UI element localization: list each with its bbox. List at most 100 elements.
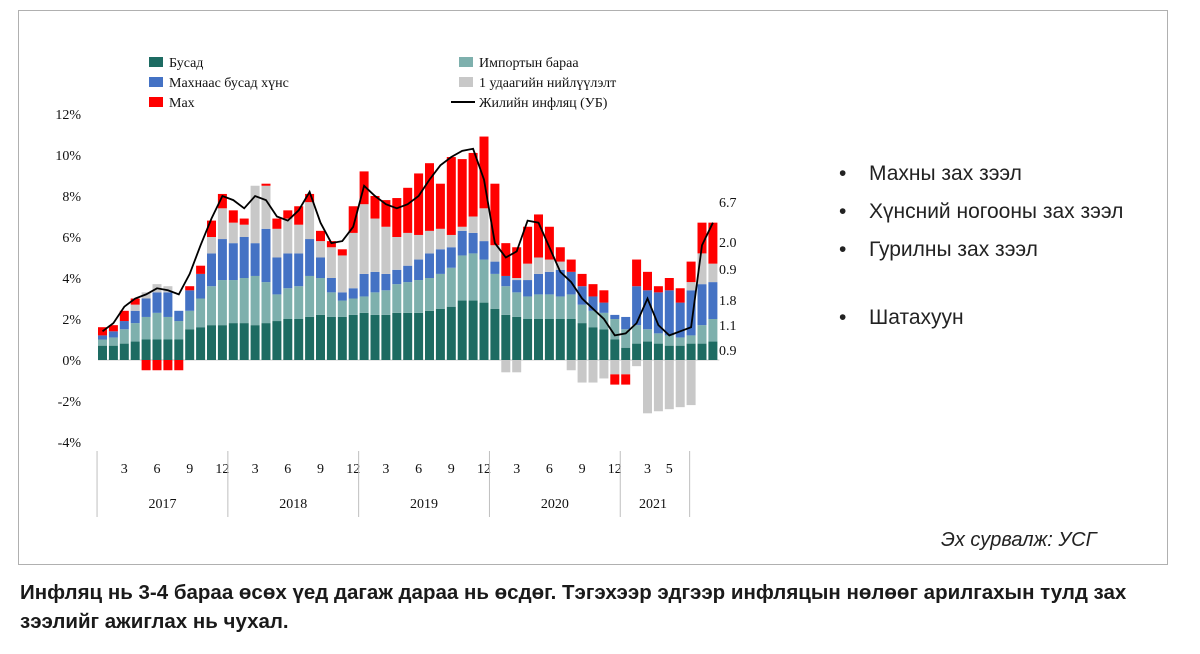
end-value-label: 1.8: [719, 294, 737, 309]
bullet-item: • Шатахуун: [839, 306, 964, 329]
bar-one-time: [261, 185, 271, 229]
bar-import: [217, 280, 227, 326]
bar-import: [468, 253, 478, 301]
bar-meat: [664, 278, 674, 291]
bar-import: [632, 325, 642, 344]
bar-non-meat-food: [632, 286, 642, 326]
bar-non-meat-food: [305, 239, 315, 276]
bullet-text: Хүнсний ногооны зах зээл: [869, 200, 1124, 223]
bar-import: [403, 282, 413, 313]
bar-non-meat-food: [468, 232, 478, 254]
bar-busad: [632, 343, 642, 360]
bar-busad: [446, 306, 456, 360]
bar-one-time: [490, 245, 500, 262]
bar-one-time: [141, 292, 151, 299]
bar-meat: [239, 218, 249, 225]
bar-import: [370, 292, 380, 315]
bullet-text: Махны зах зээл: [869, 162, 1022, 185]
bar-one-time: [697, 253, 707, 285]
bar-import: [414, 280, 424, 313]
year-label: 2018: [279, 497, 307, 512]
y-tick-label: 10%: [55, 149, 81, 164]
year-label: 2017: [148, 497, 176, 512]
bar-non-meat-food: [119, 321, 129, 330]
bar-import: [610, 319, 620, 340]
bar-import: [359, 296, 369, 313]
bar-meat: [697, 222, 707, 254]
bar-one-time: [294, 224, 304, 254]
bullet-item: • Махны зах зээл: [839, 162, 1022, 185]
end-value-label: 0.9: [719, 344, 737, 359]
bar-one-time: [446, 234, 456, 248]
bar-import: [501, 286, 511, 315]
bar-one-time: [425, 230, 434, 254]
bar-import: [675, 337, 685, 346]
bar-one-time: [348, 232, 358, 289]
bar-meat: [686, 261, 696, 283]
bar-meat-negative: [174, 360, 184, 371]
bar-meat: [544, 226, 554, 260]
y-tick-label: 2%: [62, 313, 81, 328]
bar-busad: [316, 314, 325, 360]
bar-one-time: [479, 208, 489, 242]
bar-meat: [435, 183, 445, 229]
bar-meat: [185, 286, 195, 291]
bar-one-time-negative: [577, 360, 587, 383]
bar-one-time: [250, 185, 260, 244]
bar-busad: [108, 345, 118, 360]
bar-busad: [534, 319, 543, 360]
bar-meat: [348, 206, 358, 233]
bar-import: [152, 312, 162, 340]
bar-one-time-negative: [653, 360, 663, 412]
bar-one-time: [305, 202, 315, 240]
bar-non-meat-food: [108, 331, 118, 338]
bar-import: [599, 312, 609, 330]
bar-meat: [207, 220, 216, 237]
bar-one-time-negative: [566, 360, 576, 371]
bar-meat: [294, 206, 304, 225]
bar-import: [163, 316, 173, 340]
bar-import: [653, 333, 663, 344]
bar-busad: [261, 323, 271, 360]
bar-busad: [207, 325, 216, 360]
bar-one-time: [316, 241, 325, 258]
bar-import: [425, 278, 434, 311]
bar-busad: [403, 312, 413, 360]
bar-non-meat-food: [326, 278, 336, 293]
bar-meat: [119, 310, 129, 322]
bar-busad: [479, 302, 489, 360]
bar-one-time: [217, 208, 227, 240]
bar-meat-negative: [141, 360, 151, 371]
bar-one-time: [359, 204, 369, 274]
bar-import: [392, 284, 402, 313]
bar-import: [130, 323, 140, 342]
y-tick-label: 12%: [55, 108, 81, 123]
bar-meat: [305, 193, 315, 203]
bar-meat: [523, 226, 533, 264]
x-tick-label: 9: [186, 462, 193, 477]
bar-import: [381, 290, 391, 315]
bar-non-meat-food: [207, 253, 216, 287]
bar-one-time: [337, 255, 347, 293]
bar-one-time-negative: [643, 360, 652, 414]
bar-meat: [261, 183, 271, 186]
bar-non-meat-food: [425, 253, 434, 278]
bar-busad: [653, 343, 663, 360]
bar-import: [108, 337, 118, 346]
bar-busad: [294, 319, 304, 360]
bar-busad: [599, 329, 609, 360]
bar-import: [326, 292, 336, 317]
x-tick-label: 12: [477, 462, 491, 477]
year-label: 2019: [410, 497, 438, 512]
bar-meat: [512, 247, 522, 278]
bar-import: [305, 275, 315, 317]
bar-import: [337, 300, 347, 317]
bar-busad: [435, 308, 445, 360]
bar-non-meat-food: [675, 302, 685, 338]
bar-meat: [381, 200, 391, 227]
legend-swatch-meat: [149, 97, 163, 107]
bar-busad: [152, 339, 162, 360]
bar-meat: [479, 136, 489, 209]
bar-one-time-negative: [588, 360, 598, 383]
bar-busad: [490, 308, 500, 360]
